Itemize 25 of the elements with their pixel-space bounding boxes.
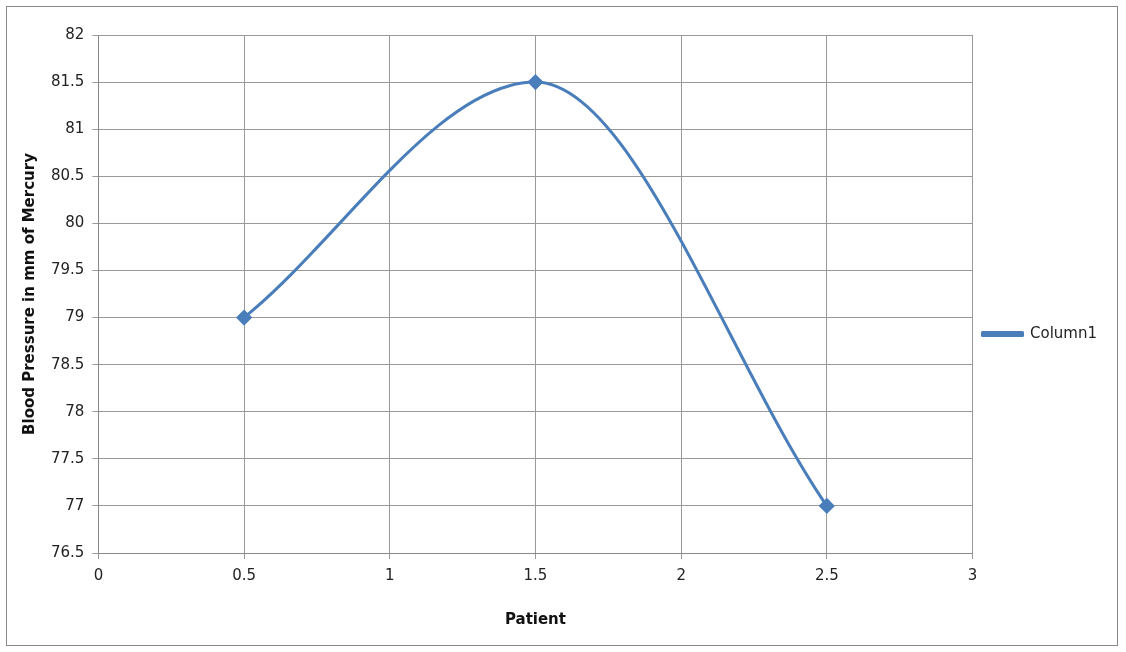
y-tick-label: 80 [65, 213, 85, 232]
y-tick-label: 80.5 [50, 166, 85, 185]
x-tick-label: 0.5 [232, 565, 257, 584]
y-axis-title: Blood Pressure in mm of Mercury [19, 152, 38, 435]
y-tick-label: 78 [65, 401, 85, 420]
point [236, 310, 252, 326]
x-tick-label: 2 [676, 565, 686, 584]
point [527, 74, 543, 90]
y-tick-label: 76.5 [50, 542, 85, 561]
y-tick-label: 82 [65, 24, 85, 43]
x-tick-label: 2.5 [814, 565, 839, 584]
x-tick-label: 1.5 [523, 565, 548, 584]
y-tick-label: 78.5 [50, 354, 85, 373]
point [819, 498, 835, 514]
y-tick-label: 77 [65, 495, 85, 514]
y-tick-label: 79 [65, 307, 85, 326]
y-tick-label: 79.5 [50, 260, 85, 279]
x-tick-label: 1 [385, 565, 395, 584]
y-tick-label: 81.5 [50, 71, 85, 90]
y-tick-label: 81 [65, 119, 85, 138]
x-axis-title: Patient [504, 609, 566, 628]
y-tick-label: 77.5 [50, 448, 85, 467]
x-tick-label: 3 [967, 565, 978, 584]
x-tick-label: 0 [93, 565, 104, 584]
legend-label: Column1 [1030, 323, 1098, 342]
